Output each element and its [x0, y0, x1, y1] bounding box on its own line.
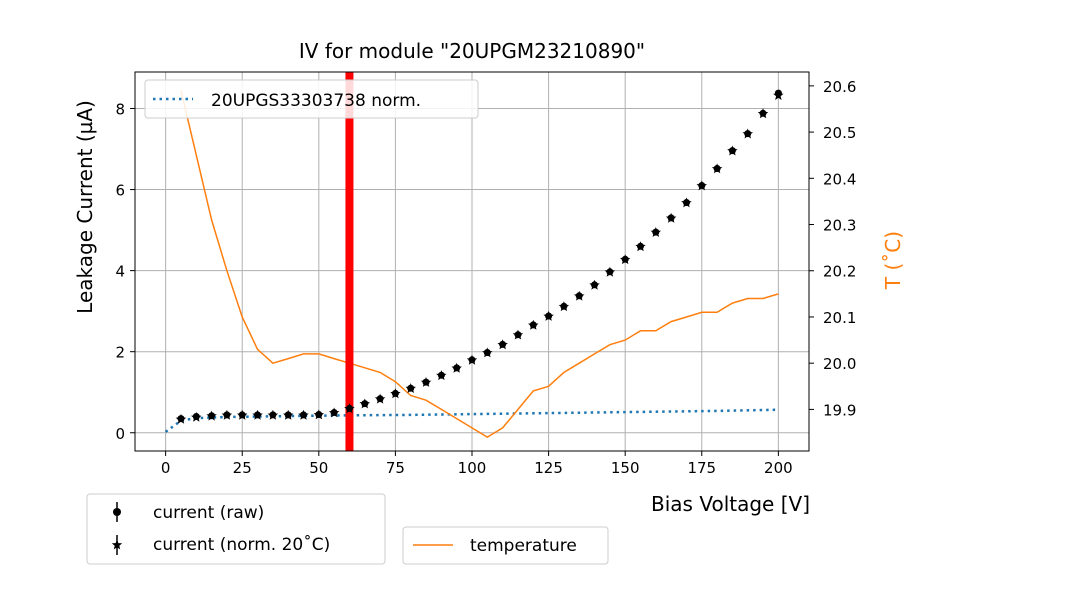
legend-reference-label: 20UPGS33303738 norm. — [211, 91, 421, 111]
legend-current: current (raw) current (norm. 20˚C) — [86, 493, 386, 565]
x-tick-label: 100 — [458, 459, 487, 477]
current-norm-point — [283, 409, 294, 420]
axis-ticks: 0 25 50 75 100 125 150 175 200 0 2 4 6 8 19.9 20.0 20.1 2… — [115, 78, 856, 477]
current-norm-point — [512, 329, 524, 340]
legend-current-box — [86, 493, 386, 565]
grid-lines — [135, 72, 809, 451]
legend-raw-label: current (raw) — [153, 503, 264, 523]
y2-tick-label: 20.2 — [823, 263, 856, 281]
legend-temperature: temperature — [402, 526, 609, 565]
current-norm-point — [344, 403, 355, 414]
current-norm-point — [727, 145, 738, 156]
current-norm-point — [482, 347, 493, 358]
current-norm-point — [206, 410, 217, 421]
current-norm-point — [681, 197, 692, 208]
legend-temperature-label: temperature — [470, 536, 577, 556]
legend-norm-label: current (norm. 20˚C) — [153, 534, 330, 555]
current-norm-point — [742, 128, 753, 139]
current-norm-point — [298, 409, 309, 420]
current-norm-point — [267, 409, 279, 420]
current-norm-point — [558, 301, 570, 312]
legend-temperature-box — [402, 526, 609, 565]
current-norm-point — [650, 227, 661, 237]
current-norm-point — [665, 212, 677, 223]
legend-reference: 20UPGS33303738 norm. — [144, 79, 479, 119]
current-norm-point — [773, 90, 784, 100]
plot-marks — [164, 72, 784, 451]
current-norm-point — [252, 409, 263, 420]
legend-norm-marker — [111, 539, 123, 550]
y-axis-label: Leakage Current (µA) — [73, 100, 97, 314]
current-norm-point — [620, 254, 631, 265]
y2-tick-label: 20.0 — [823, 355, 856, 373]
temperature-series-line — [180, 90, 779, 438]
current-norm-point — [497, 339, 508, 350]
current-norm-point — [374, 393, 386, 404]
current-norm-point — [436, 370, 447, 381]
y-tick-label: 6 — [115, 182, 125, 200]
current-norm-point — [175, 413, 187, 424]
x-tick-label: 50 — [309, 459, 328, 477]
current-norm-point — [191, 411, 202, 422]
legend-reference-box — [144, 79, 479, 119]
x-tick-label: 75 — [386, 459, 405, 477]
x-tick-label: 200 — [764, 459, 793, 477]
x-tick-label: 0 — [161, 459, 171, 477]
x-tick-label: 125 — [534, 459, 563, 477]
chart-title: IV for module "20UPGM23210890" — [299, 39, 645, 63]
current-norm-point — [390, 388, 401, 399]
y2-tick-label: 20.1 — [823, 309, 856, 327]
x-tick-label: 175 — [687, 459, 716, 477]
current-norm-point — [451, 362, 462, 373]
current-norm-point — [589, 279, 600, 290]
current-norm-point — [405, 383, 416, 393]
y2-tick-label: 20.3 — [823, 217, 856, 235]
y-tick-label: 8 — [115, 100, 125, 118]
current-norm-point — [604, 266, 616, 277]
x-axis-label: Bias Voltage [V] — [651, 492, 810, 516]
y-tick-label: 2 — [115, 344, 125, 362]
current-norm-point — [528, 319, 539, 330]
y2-axis-label: T (˚C) — [881, 231, 905, 290]
x-tick-label: 25 — [233, 459, 252, 477]
y-tick-label: 0 — [115, 425, 125, 443]
legend-raw-marker — [113, 508, 121, 516]
current-norm-point — [313, 409, 324, 420]
y2-tick-label: 20.4 — [823, 170, 856, 188]
y2-tick-label: 20.5 — [823, 124, 856, 142]
y-tick-label: 4 — [115, 263, 125, 281]
current-norm-point — [635, 241, 646, 252]
y2-tick-label: 20.6 — [823, 78, 856, 96]
current-norm-point — [574, 290, 585, 301]
current-norm-point — [237, 409, 248, 420]
plot-frame — [134, 71, 810, 452]
current-norm-point — [420, 377, 432, 387]
current-norm-point — [221, 409, 233, 420]
current-norm-point — [696, 180, 707, 191]
x-tick-label: 150 — [611, 459, 640, 477]
current-norm-point — [711, 163, 723, 174]
current-norm-point — [543, 310, 554, 321]
y2-tick-label: 19.9 — [823, 401, 856, 419]
current-norm-point — [359, 398, 370, 409]
current-norm-point — [757, 108, 769, 119]
current-norm-point — [466, 354, 478, 365]
current-norm-point — [328, 407, 340, 418]
